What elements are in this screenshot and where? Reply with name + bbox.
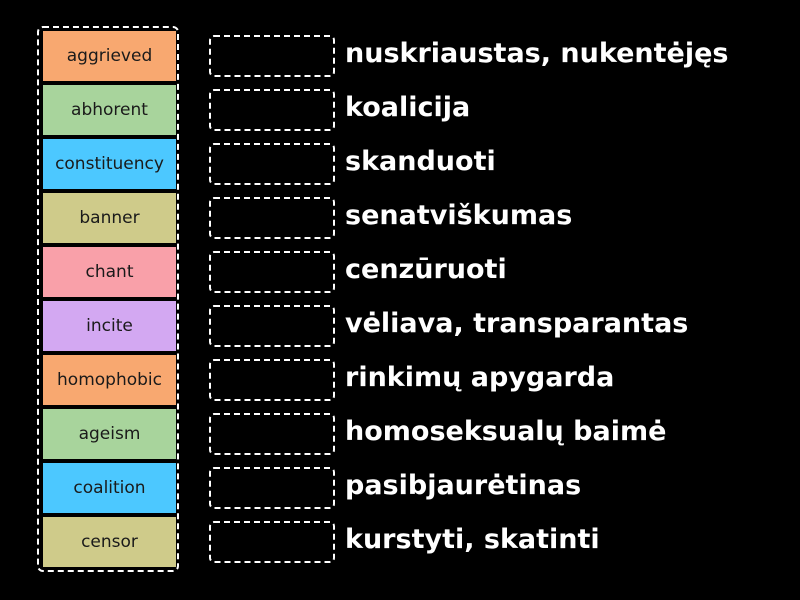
definition-text: skanduoti — [345, 145, 496, 177]
word-tile[interactable]: ageism — [43, 409, 176, 459]
word-pool — [37, 26, 179, 572]
drop-slot[interactable] — [209, 521, 335, 563]
drop-slot[interactable] — [209, 197, 335, 239]
word-tile[interactable]: chant — [43, 247, 176, 297]
word-tile[interactable]: abhorent — [43, 85, 176, 135]
definition-text: senatviškumas — [345, 199, 573, 231]
definition-text: rinkimų apygarda — [345, 361, 615, 393]
drop-slot[interactable] — [209, 251, 335, 293]
word-tile[interactable]: aggrieved — [43, 31, 176, 81]
definition-text: kurstyti, skatinti — [345, 523, 600, 555]
definition-text: vėliava, transparantas — [345, 307, 689, 339]
drop-slot[interactable] — [209, 467, 335, 509]
word-tile[interactable]: coalition — [43, 463, 176, 513]
word-tile[interactable]: incite — [43, 301, 176, 351]
definition-text: cenzūruoti — [345, 253, 507, 285]
definition-text: nuskriaustas, nukentėjęs — [345, 37, 729, 69]
word-tile[interactable]: censor — [43, 517, 176, 567]
definition-text: koalicija — [345, 91, 471, 123]
drop-slot[interactable] — [209, 413, 335, 455]
drop-slot[interactable] — [209, 35, 335, 77]
word-tile[interactable]: constituency — [43, 139, 176, 189]
drop-slot[interactable] — [209, 143, 335, 185]
drop-slot[interactable] — [209, 305, 335, 347]
definition-text: homoseksualų baimė — [345, 415, 667, 447]
definition-text: pasibjaurėtinas — [345, 469, 582, 501]
drop-slot[interactable] — [209, 359, 335, 401]
drop-slot[interactable] — [209, 89, 335, 131]
word-tile[interactable]: banner — [43, 193, 176, 243]
word-tile[interactable]: homophobic — [43, 355, 176, 405]
